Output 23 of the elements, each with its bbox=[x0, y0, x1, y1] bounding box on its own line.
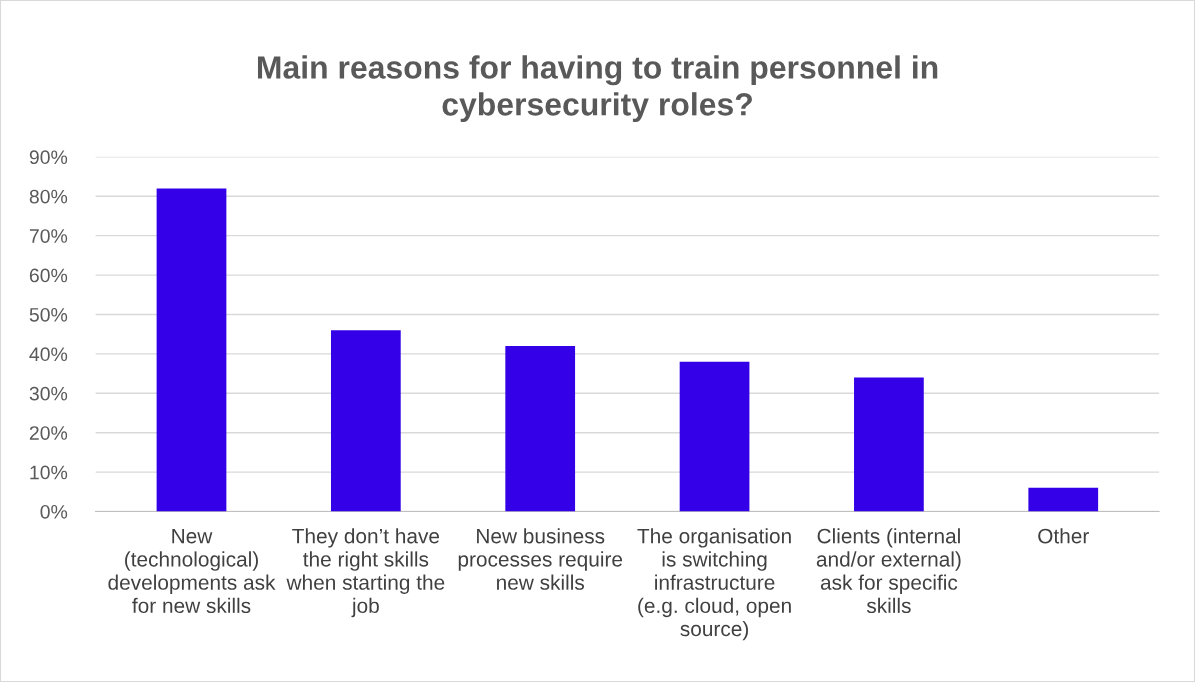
x-tick-label: New business processes require new skills bbox=[458, 528, 623, 590]
x-tick-label: Clients (internal and/or external) ask for specific skills bbox=[816, 528, 961, 614]
y-tick-label: 0% bbox=[40, 504, 68, 519]
y-tick-label: 20% bbox=[29, 426, 68, 440]
bar bbox=[330, 330, 401, 512]
bar bbox=[1028, 487, 1099, 512]
bar bbox=[505, 346, 576, 512]
x-tick-label: Other bbox=[1038, 528, 1089, 544]
y-tick-label: 50% bbox=[29, 307, 68, 322]
bar bbox=[679, 361, 750, 512]
y-tick-label: 60% bbox=[29, 268, 68, 283]
y-tick-label: 40% bbox=[29, 347, 68, 362]
y-tick-label: 10% bbox=[30, 465, 68, 480]
y-tick-label: 30% bbox=[29, 386, 68, 401]
bar bbox=[156, 188, 227, 512]
x-tick-label: They don’t have the right skills when starting the job bbox=[286, 528, 445, 618]
y-tick-label: 70% bbox=[29, 229, 68, 243]
x-tick-label: New (technological) developments ask for new skills bbox=[108, 528, 276, 614]
y-tick-label: 90% bbox=[29, 150, 68, 165]
y-tick-label: 80% bbox=[29, 189, 68, 204]
x-tick-label: The organisation is switching infrastructure (e.g. cloud, open source) bbox=[637, 528, 791, 641]
chart-title: Main reasons for having to train personnel in cybersecurity roles? bbox=[257, 55, 938, 122]
bar bbox=[854, 377, 924, 512]
